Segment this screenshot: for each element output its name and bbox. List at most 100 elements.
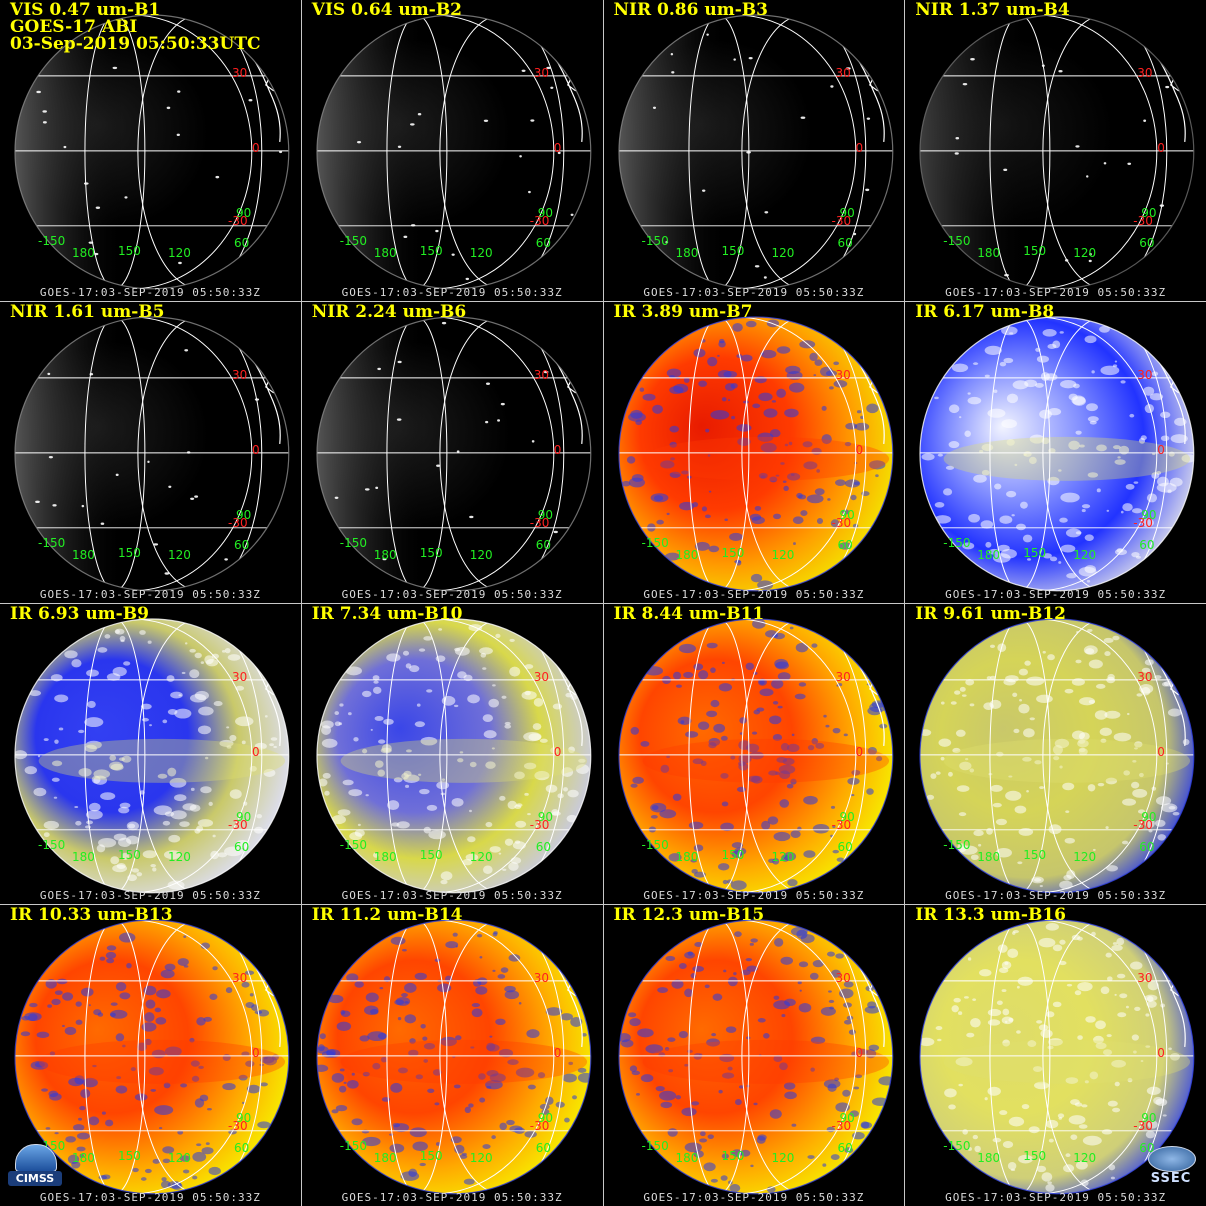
longitude-label: -150: [943, 234, 971, 248]
band-title: IR 12.3 um-B15: [613, 905, 765, 926]
latitude-label: -30: [831, 817, 852, 832]
band-title: IR 6.93 um-B9: [10, 603, 149, 624]
band-panel: NIR 2.24 um-B6 30 0 -30 90 -150 180 150 120 60 GOE…: [301, 301, 603, 603]
longitude-label: 150: [419, 545, 443, 560]
longitude-label: 60: [535, 1141, 552, 1156]
longitude-label: -150: [339, 837, 367, 852]
band-panel: IR 9.61 um-B12 30 0 -30 90 -150 180 150 120 60 GOE…: [905, 603, 1206, 905]
longitude-label: 60: [535, 236, 552, 250]
band-title: IR 6.17 um-B8: [915, 301, 1055, 322]
earth-disk-image: [919, 316, 1195, 592]
earth-disk-image: [919, 919, 1195, 1195]
longitude-label: 60: [1139, 839, 1155, 854]
band-title: IR 3.89 um-B7: [613, 301, 753, 322]
longitude-label: 90: [236, 809, 252, 824]
longitude-label: -150: [943, 1139, 971, 1154]
image-footer-timestamp: GOES-17:03-SEP-2019 05:50:33Z: [643, 587, 865, 601]
latitude-label: 0: [252, 442, 260, 457]
longitude-label: 90: [839, 507, 855, 522]
longitude-label: 150: [419, 244, 443, 258]
band-panel: IR 6.17 um-B8 30 0 -30 90 -150 180 150 120 60 GOES…: [905, 301, 1206, 603]
earth-disk-image: [316, 919, 592, 1195]
band-panel: IR 3.89 um-B7 30 0 -30 90 -150 180 150 120 60 GOES…: [603, 301, 905, 603]
longitude-label: 150: [1023, 847, 1047, 862]
image-footer-timestamp: GOES-17:03-SEP-2019 05:50:33Z: [39, 587, 261, 601]
latitude-label: 30: [1137, 66, 1153, 80]
latitude-label: -30: [529, 214, 550, 228]
longitude-label: 120: [469, 547, 493, 562]
longitude-label: 60: [234, 1141, 250, 1156]
latitude-label: 30: [1137, 971, 1153, 986]
longitude-label: 180: [977, 246, 1001, 260]
earth-disk-image: [617, 617, 893, 893]
latitude-label: 30: [232, 66, 248, 80]
latitude-label: 30: [533, 66, 550, 80]
latitude-label: 0: [855, 1046, 864, 1061]
band-panel: IR 12.3 um-B15 30 0 -30 90 -150 180 150 120 60 GOE…: [603, 905, 905, 1206]
image-footer-timestamp: GOES-17:03-SEP-2019 05:50:33Z: [945, 1191, 1167, 1204]
earth-disk-image: [14, 316, 290, 592]
earth-disk-image: [316, 316, 592, 592]
ssec-logo: SSEC: [1144, 1146, 1198, 1186]
longitude-label: 90: [236, 507, 252, 522]
longitude-label: -150: [339, 535, 367, 550]
longitude-label: 120: [1073, 246, 1097, 260]
latitude-label: -30: [228, 214, 248, 228]
longitude-label: 120: [771, 849, 795, 864]
longitude-label: 90: [537, 809, 554, 824]
longitude-label: 180: [373, 547, 397, 562]
latitude-label: 0: [252, 1046, 260, 1061]
longitude-label: 90: [1141, 809, 1157, 824]
band-title: NIR 1.37 um-B4: [915, 0, 1070, 20]
cimss-logo-text: CIMSS: [8, 1171, 62, 1186]
longitude-label: 90: [236, 1111, 252, 1126]
band-panel: NIR 1.37 um-B4 30 0 -30 90 -150 180 150 120 60 GOE…: [905, 0, 1206, 301]
band-title: IR 8.44 um-B11: [613, 603, 765, 624]
band-panel: NIR 0.86 um-B3 30 0 -30 90 -150 180 150 120 60 GOE…: [603, 0, 905, 301]
longitude-label: 180: [72, 1151, 95, 1166]
latitude-label: -30: [1133, 817, 1153, 832]
longitude-label: 90: [1141, 507, 1157, 522]
longitude-label: 180: [72, 246, 95, 260]
earth-disk-image: [919, 14, 1195, 290]
band-title: IR 10.33 um-B13: [10, 905, 173, 926]
band-panel: IR 6.93 um-B9 30 0 -30 90 -150 180 150 120 60 GOES…: [0, 603, 301, 905]
longitude-label: -150: [943, 535, 971, 550]
longitude-label: 90: [1141, 206, 1157, 220]
latitude-label: 0: [1157, 1046, 1165, 1061]
earth-disk-image: [617, 316, 893, 592]
earth-disk-image: [14, 617, 290, 893]
latitude-label: 0: [855, 141, 864, 155]
image-footer-timestamp: GOES-17:03-SEP-2019 05:50:33Z: [643, 889, 865, 903]
earth-disk-image: [617, 14, 893, 290]
longitude-label: 150: [721, 545, 745, 560]
longitude-label: 150: [118, 1149, 141, 1164]
longitude-label: 120: [469, 246, 493, 260]
longitude-label: 120: [168, 1151, 191, 1166]
satellite-label: GOES-17 ABI: [10, 17, 138, 37]
longitude-label: 180: [72, 547, 95, 562]
longitude-label: 180: [675, 246, 699, 260]
longitude-label: 150: [721, 1149, 745, 1164]
image-footer-timestamp: GOES-17:03-SEP-2019 05:50:33Z: [39, 889, 261, 903]
longitude-label: 60: [1139, 537, 1155, 552]
latitude-label: 30: [533, 669, 550, 684]
latitude-label: 30: [533, 367, 550, 382]
latitude-label: 30: [1137, 669, 1153, 684]
longitude-label: -150: [641, 234, 669, 248]
longitude-label: 150: [1023, 545, 1047, 560]
longitude-label: 90: [236, 206, 252, 220]
latitude-label: 0: [1157, 442, 1165, 457]
latitude-label: -30: [228, 1119, 248, 1134]
longitude-label: 60: [837, 537, 853, 552]
longitude-label: 90: [537, 1111, 554, 1126]
longitude-label: 60: [1139, 236, 1155, 250]
longitude-label: 120: [469, 849, 493, 864]
longitude-label: 180: [675, 1151, 699, 1166]
earth-disk-image: [14, 14, 290, 290]
band-title: IR 9.61 um-B12: [915, 603, 1067, 624]
longitude-label: 120: [1073, 1151, 1097, 1166]
longitude-label: -150: [641, 535, 669, 550]
band-title: IR 7.34 um-B10: [311, 603, 463, 624]
longitude-label: 150: [118, 847, 141, 862]
